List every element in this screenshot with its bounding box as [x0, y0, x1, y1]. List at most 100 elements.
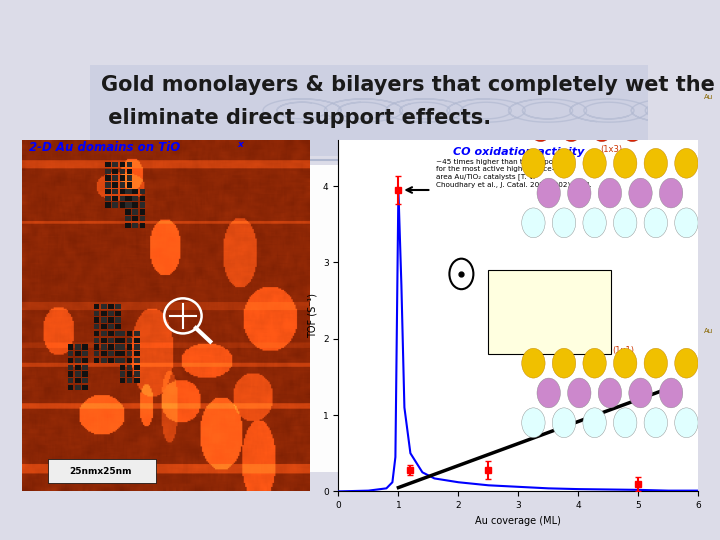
Bar — [112, 202, 118, 208]
Bar — [112, 183, 118, 187]
Bar — [112, 162, 118, 167]
Bar — [127, 189, 132, 194]
Bar — [134, 357, 140, 363]
Circle shape — [629, 178, 652, 208]
Circle shape — [559, 112, 583, 141]
X-axis label: Au coverage (ML): Au coverage (ML) — [475, 516, 562, 525]
Bar — [127, 195, 132, 201]
Text: Au: Au — [704, 328, 714, 334]
Circle shape — [613, 408, 637, 437]
Circle shape — [621, 112, 644, 141]
Text: CO:O₂ = 2:1
P = 5 Torr
at RT: CO:O₂ = 2:1 P = 5 Torr at RT — [520, 278, 580, 308]
Circle shape — [590, 112, 613, 141]
Bar — [127, 351, 132, 356]
Bar — [75, 384, 81, 390]
Bar — [68, 357, 73, 363]
Bar — [140, 209, 145, 214]
Circle shape — [552, 348, 576, 378]
Bar — [101, 303, 107, 309]
Circle shape — [583, 408, 606, 437]
Circle shape — [613, 148, 637, 178]
Circle shape — [660, 378, 683, 408]
Bar — [94, 324, 99, 329]
Bar — [101, 330, 107, 336]
Bar — [68, 378, 73, 383]
Bar — [101, 338, 107, 343]
Bar — [108, 303, 114, 309]
Text: ~45 times higher than that reported
for the most active high-surface-
area Au/Ti: ~45 times higher than that reported for … — [436, 159, 591, 188]
FancyBboxPatch shape — [90, 65, 648, 156]
Bar — [140, 202, 145, 208]
Bar — [94, 357, 99, 363]
Bar — [120, 183, 125, 187]
Bar — [94, 351, 99, 356]
Bar — [132, 189, 138, 194]
Circle shape — [629, 378, 652, 408]
Bar — [82, 372, 88, 377]
Bar — [108, 317, 114, 322]
Bar — [94, 330, 99, 336]
Bar — [108, 351, 114, 356]
Circle shape — [537, 378, 560, 408]
Bar — [68, 364, 73, 370]
Bar — [48, 459, 156, 483]
Bar — [112, 176, 118, 181]
Bar — [132, 195, 138, 201]
Bar — [108, 330, 114, 336]
Bar — [101, 310, 107, 316]
Circle shape — [660, 178, 683, 208]
FancyBboxPatch shape — [488, 270, 611, 354]
Bar — [75, 345, 81, 350]
Circle shape — [529, 112, 552, 141]
Text: Au: Au — [704, 94, 714, 100]
Bar — [105, 195, 111, 201]
Bar — [120, 195, 125, 201]
Bar — [101, 324, 107, 329]
Bar — [115, 338, 121, 343]
Circle shape — [537, 178, 560, 208]
Circle shape — [552, 408, 576, 437]
Y-axis label: TOF (S⁻¹): TOF (S⁻¹) — [307, 293, 318, 339]
Bar — [127, 372, 132, 377]
Bar — [134, 378, 140, 383]
Bar — [112, 195, 118, 201]
Bar — [108, 345, 114, 350]
Bar — [120, 357, 125, 363]
Circle shape — [522, 208, 545, 238]
Bar — [140, 195, 145, 201]
Circle shape — [675, 148, 698, 178]
Circle shape — [644, 348, 667, 378]
Bar — [120, 378, 125, 383]
Bar — [140, 222, 145, 228]
Circle shape — [675, 208, 698, 238]
Bar — [127, 345, 132, 350]
Bar — [108, 310, 114, 316]
Bar — [82, 357, 88, 363]
Circle shape — [613, 348, 637, 378]
Bar — [120, 176, 125, 181]
Circle shape — [522, 348, 545, 378]
Text: eliminate direct support effects.: eliminate direct support effects. — [101, 109, 491, 129]
Bar — [134, 330, 140, 336]
Bar — [134, 345, 140, 350]
Bar — [127, 168, 132, 174]
Text: Science, 306 (2004) 252: Science, 306 (2004) 252 — [101, 144, 271, 158]
Bar — [132, 202, 138, 208]
Bar — [101, 345, 107, 350]
Circle shape — [583, 348, 606, 378]
Circle shape — [583, 148, 606, 178]
Circle shape — [675, 348, 698, 378]
Bar — [120, 345, 125, 350]
Bar — [120, 168, 125, 174]
Bar — [75, 351, 81, 356]
Bar — [101, 357, 107, 363]
Bar — [82, 384, 88, 390]
Text: CO oxidation activity: CO oxidation activity — [453, 147, 584, 158]
Bar — [125, 216, 131, 221]
Bar — [82, 351, 88, 356]
Bar — [120, 162, 125, 167]
Bar — [115, 345, 121, 350]
Bar — [132, 216, 138, 221]
Text: x: x — [238, 140, 243, 149]
Text: 25nmx25nm: 25nmx25nm — [70, 467, 132, 476]
